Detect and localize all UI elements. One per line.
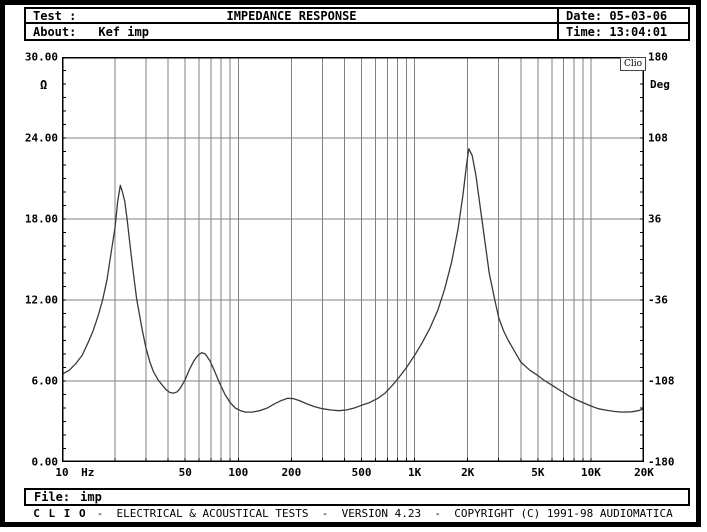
y-axis-left-tick-label: 6.00 — [31, 374, 59, 388]
status-bar: C L I O - ELECTRICAL & ACOUSTICAL TESTS … — [5, 506, 701, 520]
time-value: 13:04:01 — [609, 24, 668, 39]
header-row-about: About: Kef imp — [26, 24, 557, 39]
date-label: Date: — [566, 8, 603, 23]
deg-unit-label: Deg — [650, 78, 670, 91]
y-axis-right-tick-label: 108 — [648, 131, 668, 145]
x-axis-tick-label: 500 — [351, 466, 372, 479]
about-value: Kef imp — [98, 24, 149, 39]
time-space — [602, 26, 609, 38]
y-axis-left-tick-label: 18.00 — [24, 212, 58, 226]
y-axis-right-tick-label: -108 — [648, 374, 675, 388]
y-axis-right-tick-label: -36 — [648, 293, 668, 307]
x-axis-unit-label: Hz — [81, 466, 95, 479]
y-axis-left-tick-label: 12.00 — [24, 293, 58, 307]
about-label: About: — [33, 24, 77, 39]
copyright-text: - ELECTRICAL & ACOUSTICAL TESTS - VERSIO… — [96, 506, 673, 520]
clio-brand-text: C L I O — [33, 506, 87, 520]
x-axis-tick-label: 20K — [634, 466, 654, 479]
file-value: imp — [80, 490, 102, 504]
y-axis-right-tick-label: 180 — [648, 50, 668, 64]
x-axis-tick-label: 5K — [531, 466, 545, 479]
ohm-unit-label: Ω — [40, 78, 48, 92]
header-date-cell: Date: 05-03-06 — [557, 9, 688, 24]
x-axis-tick-label: 1K — [407, 466, 422, 479]
y-axis-left-tick-label: 30.00 — [24, 50, 58, 64]
x-axis-tick-label: 2K — [461, 466, 475, 479]
header-time-cell: Time: 13:04:01 — [557, 24, 688, 39]
header-row-test: Test : IMPEDANCE RESPONSE — [26, 9, 557, 24]
file-bar: File: imp — [24, 488, 690, 506]
impedance-plot — [62, 57, 644, 462]
x-axis-tick-label: 50 — [178, 466, 192, 479]
y-axis-right-tick-label: -180 — [648, 455, 675, 469]
clio-logo-badge: Clio — [620, 57, 646, 71]
x-axis-tick-label: 200 — [281, 466, 302, 479]
y-axis-left-tick-label: 0.00 — [31, 455, 59, 469]
time-label: Time: — [566, 24, 603, 39]
x-axis-tick-label: 10 — [55, 466, 69, 479]
page-title: IMPEDANCE RESPONSE — [226, 8, 357, 23]
y-axis-left-tick-label: 24.00 — [24, 131, 58, 145]
date-value: 05-03-06 — [609, 8, 668, 23]
y-axis-right-tick-label: 36 — [648, 212, 662, 226]
test-label: Test : — [33, 8, 77, 23]
file-label: File: — [34, 490, 71, 504]
x-axis-tick-label: 100 — [228, 466, 249, 479]
x-axis-tick-label: 10K — [580, 466, 601, 479]
date-space — [602, 10, 609, 22]
header-box: Test : IMPEDANCE RESPONSE Date: 05-03-06… — [24, 7, 690, 41]
